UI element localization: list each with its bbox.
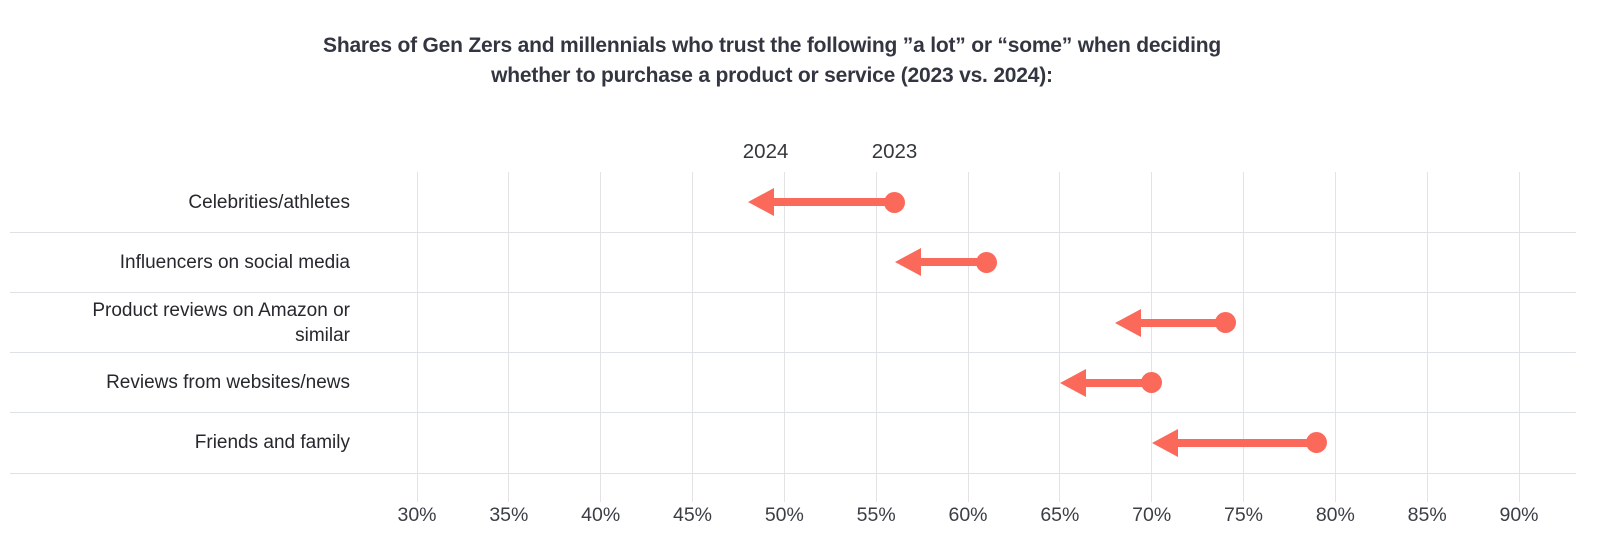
x-tick-label-50: 50% <box>764 504 804 526</box>
x-tick-label-65: 65% <box>1040 504 1080 526</box>
gridline-x-60 <box>967 172 969 502</box>
dot-2023 <box>975 251 997 273</box>
x-tick-label-40: 40% <box>581 504 621 526</box>
chart-title-line-2: whether to purchase a product or service… <box>491 64 1053 87</box>
row-separator-line <box>10 231 1576 233</box>
gridline-x-55 <box>875 172 877 502</box>
category-label: Reviews from websites/news <box>106 372 350 394</box>
x-tick-label-75: 75% <box>1223 504 1264 526</box>
gridline-x-50 <box>783 172 785 502</box>
gridline-x-90 <box>1518 172 1520 502</box>
x-tick-label-35: 35% <box>489 504 529 526</box>
row-separator-line <box>10 291 1576 293</box>
arrowhead-2024 <box>1114 308 1141 337</box>
dot-2023 <box>1306 432 1328 454</box>
chart-title: Shares of Gen Zers and millennials who t… <box>0 31 1544 91</box>
x-tick-label-80: 80% <box>1315 504 1355 526</box>
gridline-x-80 <box>1334 172 1336 502</box>
arrow-shaft <box>1173 438 1317 447</box>
arrowhead-2024 <box>1151 428 1178 457</box>
arrowhead-2024 <box>747 188 774 217</box>
legend-2024-label: 2024 <box>742 140 789 163</box>
dot-2023 <box>884 191 906 213</box>
arrow-shaft <box>1081 378 1152 387</box>
gridline-x-75 <box>1243 172 1244 502</box>
row-separator-line <box>10 472 1576 474</box>
legend-2023-label: 2023 <box>871 140 918 163</box>
category-label: Influencers on social media <box>119 251 350 273</box>
arrow-shaft <box>1136 318 1226 327</box>
arrowhead-2024 <box>894 248 921 277</box>
gridline-x-85 <box>1426 172 1428 502</box>
gridline-x-45 <box>692 172 693 502</box>
gridline-x-70 <box>1151 172 1153 502</box>
dot-2023 <box>1141 372 1163 394</box>
gridline-x-65 <box>1059 172 1061 502</box>
row-separator-line <box>10 412 1576 414</box>
category-label: Celebrities/athletes <box>188 191 350 213</box>
arrowhead-2024 <box>1059 368 1086 397</box>
gridline-x-30 <box>416 172 418 502</box>
x-tick-label-70: 70% <box>1132 504 1172 526</box>
x-tick-label-90: 90% <box>1499 504 1539 526</box>
x-tick-label-55: 55% <box>856 504 896 526</box>
row-separator-line <box>10 352 1576 354</box>
chart-title-line-1: Shares of Gen Zers and millennials who t… <box>323 34 1221 57</box>
x-tick-label-30: 30% <box>397 504 437 526</box>
x-tick-label-85: 85% <box>1407 504 1447 526</box>
x-tick-label-45: 45% <box>672 504 713 526</box>
arrow-shaft <box>769 198 895 207</box>
gridline-x-35 <box>508 172 510 502</box>
gridline-x-40 <box>600 172 602 502</box>
dot-2023 <box>1214 312 1236 333</box>
category-label: Product reviews on Amazon or similar <box>92 299 350 346</box>
arrow-shaft <box>916 258 987 267</box>
category-label: Friends and family <box>194 432 350 454</box>
x-tick-label-60: 60% <box>948 504 988 526</box>
